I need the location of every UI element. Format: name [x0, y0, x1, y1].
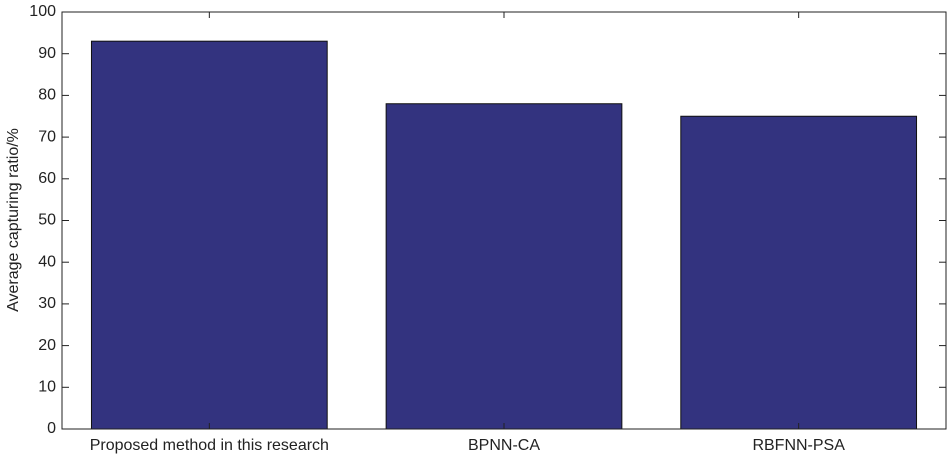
y-tick-label: 0	[47, 420, 56, 437]
y-tick-label: 50	[38, 212, 56, 229]
y-axis-label: Average capturing ratio/%	[5, 128, 22, 312]
y-tick-label: 10	[38, 379, 56, 396]
y-tick-label: 100	[29, 3, 56, 20]
x-tick-label: RBFNN-PSA	[752, 437, 845, 454]
y-tick-label: 90	[38, 45, 56, 62]
plot-frame	[61, 11, 947, 430]
y-tick-label: 20	[38, 337, 56, 354]
y-tick-label: 30	[38, 295, 56, 312]
x-tick-label: BPNN-CA	[468, 437, 540, 454]
bar	[680, 115, 918, 430]
y-tick-label: 60	[38, 170, 56, 187]
y-tick-label: 80	[38, 87, 56, 104]
y-tick-label: 40	[38, 253, 56, 270]
bar	[385, 103, 623, 430]
bar	[90, 40, 328, 430]
x-tick-label: Proposed method in this research	[90, 437, 329, 454]
y-tick-label: 70	[38, 128, 56, 145]
